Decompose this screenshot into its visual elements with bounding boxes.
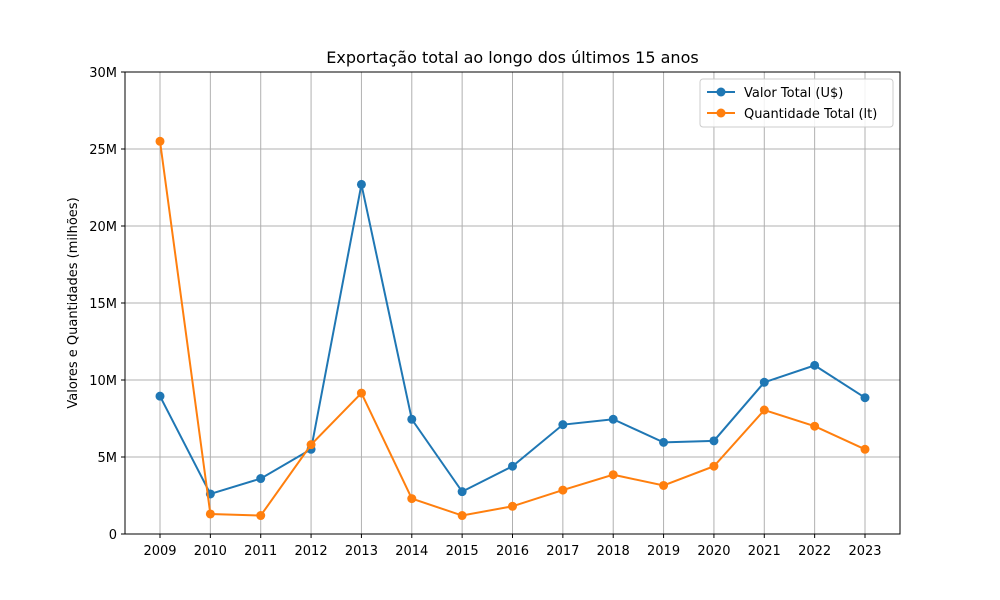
x-tick-label: 2021: [748, 544, 781, 559]
x-tick-label: 2017: [546, 544, 579, 559]
x-tick-label: 2011: [244, 544, 277, 559]
y-axis-ticks: 0 5M 10M 15M 20M 25M 30M: [89, 66, 125, 543]
data-point: [457, 487, 467, 497]
legend: Valor Total (U$) Quantidade Total (lt): [699, 78, 894, 128]
data-point: [155, 391, 165, 401]
data-point: [256, 511, 266, 521]
legend-item: Valor Total (U$): [707, 86, 843, 101]
y-tick-label: 0: [109, 528, 117, 543]
y-tick-label: 5M: [98, 451, 118, 466]
data-point: [155, 136, 165, 146]
data-point: [205, 509, 215, 519]
data-point: [608, 414, 618, 424]
data-point: [860, 393, 870, 403]
data-point: [256, 474, 266, 484]
data-point: [709, 436, 719, 446]
x-tick-label: 2019: [647, 544, 680, 559]
y-tick-label: 20M: [89, 220, 117, 235]
x-axis-ticks: 2009 2010 2011 2012 2013 2014 2015 2016 2017 2018…: [143, 534, 882, 559]
y-tick-label: 30M: [89, 66, 117, 81]
data-point: [810, 360, 820, 370]
data-point: [558, 485, 568, 495]
data-point: [759, 377, 769, 387]
y-tick-label: 15M: [89, 297, 117, 312]
y-tick-label: 10M: [89, 374, 117, 389]
data-point: [810, 421, 820, 431]
data-point: [659, 437, 669, 447]
data-point: [558, 420, 568, 430]
x-tick-label: 2012: [295, 544, 328, 559]
data-point: [306, 440, 316, 450]
series-layer: [155, 136, 870, 521]
data-point: [407, 494, 417, 504]
x-tick-label: 2022: [798, 544, 831, 559]
legend-item: Quantidade Total (lt): [707, 107, 877, 122]
data-point: [608, 470, 618, 480]
data-point: [508, 461, 517, 471]
data-point: [407, 414, 417, 424]
x-tick-label: 2016: [496, 544, 529, 559]
legend-label: Quantidade Total (lt): [744, 107, 877, 122]
data-point: [860, 444, 870, 454]
data-point: [709, 461, 719, 471]
legend-marker: [716, 87, 726, 97]
x-tick-label: 2015: [446, 544, 479, 559]
x-tick-label: 2010: [194, 544, 227, 559]
series-2: [155, 136, 870, 521]
y-axis-label: Valores e Quantidades (milhões): [66, 197, 81, 408]
data-point: [659, 480, 669, 490]
legend-box: [699, 78, 894, 128]
legend-label: Valor Total (U$): [744, 86, 843, 101]
x-tick-label: 2020: [697, 544, 730, 559]
data-point: [457, 511, 467, 521]
y-tick-label: 25M: [89, 143, 117, 158]
data-point: [356, 388, 366, 398]
data-point: [356, 179, 366, 189]
legend-marker: [716, 108, 726, 118]
x-tick-label: 2014: [395, 544, 428, 559]
chart-title: Exportação total ao longo dos últimos 15…: [326, 48, 698, 67]
x-tick-label: 2013: [345, 544, 378, 559]
data-point: [759, 405, 769, 415]
x-tick-label: 2009: [143, 544, 176, 559]
x-tick-label: 2018: [597, 544, 630, 559]
x-tick-label: 2023: [848, 544, 881, 559]
data-point: [508, 501, 517, 511]
